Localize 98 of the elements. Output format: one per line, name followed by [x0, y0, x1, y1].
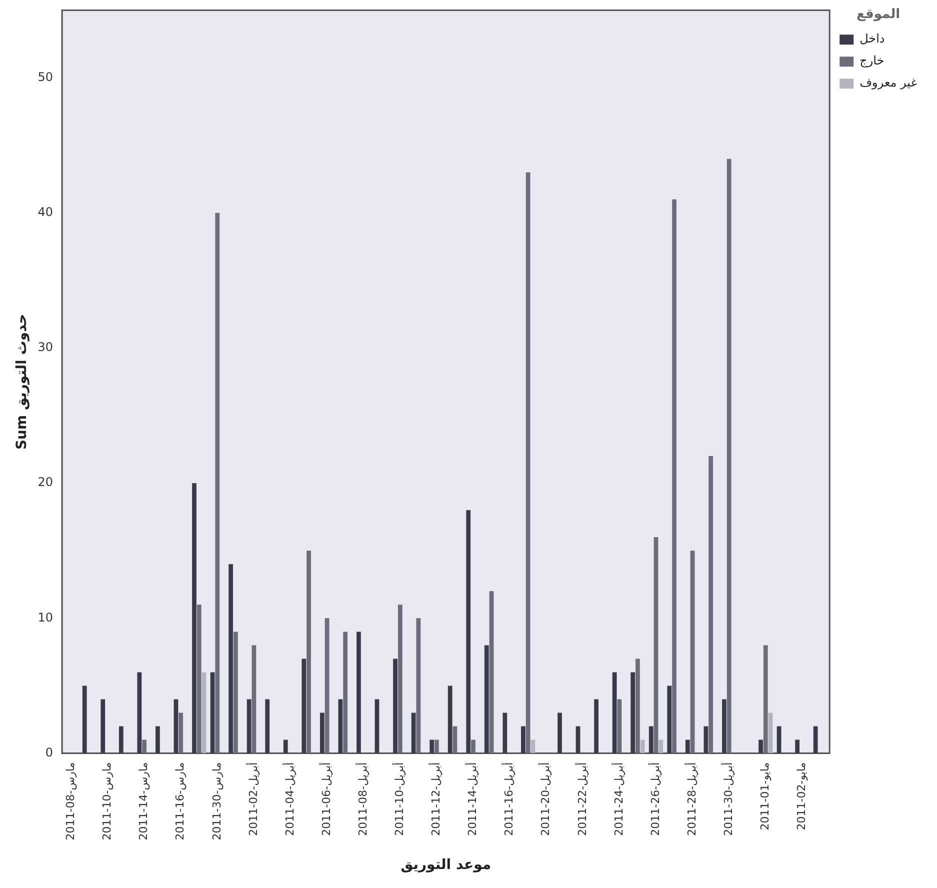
x-tick-label: 2011-مارس-10 — [100, 762, 114, 840]
bar — [156, 726, 160, 754]
bar — [658, 740, 664, 754]
x-tick-label: 2011-أبريل-04 — [282, 762, 296, 836]
bar — [654, 537, 658, 754]
bar — [320, 712, 324, 754]
x-tick-label: 2011-مارس-08 — [64, 762, 78, 840]
y-tick-label: 10 — [38, 610, 54, 624]
bar — [306, 550, 311, 754]
x-tick-label: 2011-أبريل-12 — [428, 762, 443, 836]
bar — [722, 699, 726, 754]
bar — [636, 658, 640, 754]
bar — [526, 172, 530, 754]
bar — [416, 618, 421, 754]
bar — [196, 604, 202, 754]
bar — [640, 740, 645, 754]
bar — [690, 550, 695, 754]
y-tick-label: 50 — [38, 70, 54, 84]
bar — [246, 699, 252, 754]
legend-label: خارج — [860, 54, 884, 68]
x-tick-label: 2011-مايو-02 — [795, 762, 808, 830]
x-tick-label: 2011-مارس-16 — [174, 762, 187, 840]
x-tick-label: 2011-أبريل-16 — [502, 762, 516, 836]
bar — [502, 712, 508, 754]
bar — [374, 699, 380, 754]
bar — [471, 740, 476, 754]
bar — [484, 645, 489, 754]
bar — [708, 456, 714, 754]
bar — [667, 686, 672, 754]
bar — [302, 658, 306, 754]
bar — [324, 618, 330, 754]
x-tick-label: 2011-أبريل-26 — [648, 762, 662, 836]
y-tick-label: 20 — [38, 475, 54, 490]
x-tick-label: 2011-أبريل-10 — [392, 762, 406, 836]
bar — [343, 632, 348, 754]
bar — [795, 740, 800, 754]
x-tick-label: 2011-أبريل-06 — [318, 762, 333, 836]
bar — [594, 699, 598, 754]
bar — [142, 740, 146, 754]
bar — [137, 672, 142, 754]
bar — [411, 712, 416, 754]
x-tick-label: 2011-أبريل-28 — [684, 762, 698, 836]
y-tick-label: 0 — [45, 745, 54, 760]
bar — [630, 672, 636, 754]
bar — [338, 699, 343, 754]
bar — [356, 632, 361, 754]
x-axis-title: موعد التوريق — [400, 857, 492, 874]
legend-label: داخل — [860, 32, 885, 46]
x-tick-label: 2011-أبريل-02 — [246, 762, 260, 836]
bar — [228, 564, 233, 754]
bar — [434, 740, 439, 754]
bar — [558, 712, 562, 754]
bar — [174, 699, 178, 754]
bar — [726, 158, 732, 754]
x-tick-label: 2011-أبريل-30 — [720, 762, 735, 836]
bar — [813, 726, 818, 754]
x-tick-label: 2011-مارس-14 — [137, 762, 150, 840]
bar — [530, 740, 536, 754]
x-tick-label: 2011-مايو-01 — [758, 762, 772, 830]
bar — [82, 686, 87, 754]
bar — [617, 699, 622, 754]
x-tick-label: 2011-أبريل-20 — [538, 762, 552, 836]
bar — [252, 645, 256, 754]
bar — [489, 591, 494, 754]
bar — [521, 726, 526, 754]
bar — [685, 740, 690, 754]
bar — [215, 212, 220, 754]
legend-title: الموقع — [856, 6, 900, 22]
bar — [758, 740, 763, 754]
bar — [393, 658, 398, 754]
bar — [704, 726, 708, 754]
bar — [763, 645, 768, 754]
x-tick-label: 2011-أبريل-08 — [355, 762, 370, 836]
y-axis-title: Sum حدوث التوريق — [14, 314, 30, 450]
bar — [202, 672, 206, 754]
bar — [672, 199, 676, 754]
bar — [283, 740, 288, 754]
bar — [448, 686, 452, 754]
x-tick-label: 2011-أبريل-22 — [574, 762, 589, 836]
y-tick-label: 30 — [38, 340, 54, 354]
bar — [265, 699, 270, 754]
bar — [100, 699, 106, 754]
bar — [648, 726, 654, 754]
x-tick-label: 2011-أبريل-14 — [465, 762, 480, 836]
legend-label: غير معروف — [860, 76, 917, 90]
x-tick-label: 2011-أبريل-24 — [611, 762, 626, 836]
x-tick-label: 2011-مارس-30 — [210, 762, 224, 840]
bar — [178, 712, 184, 754]
bar — [398, 604, 402, 754]
bar — [612, 672, 617, 754]
bar — [466, 510, 471, 754]
bar — [210, 672, 215, 754]
y-tick-label: 40 — [38, 204, 54, 219]
bar — [192, 483, 196, 754]
bar — [233, 632, 238, 754]
bar — [118, 726, 124, 754]
bar — [768, 712, 773, 754]
bar — [430, 740, 434, 754]
